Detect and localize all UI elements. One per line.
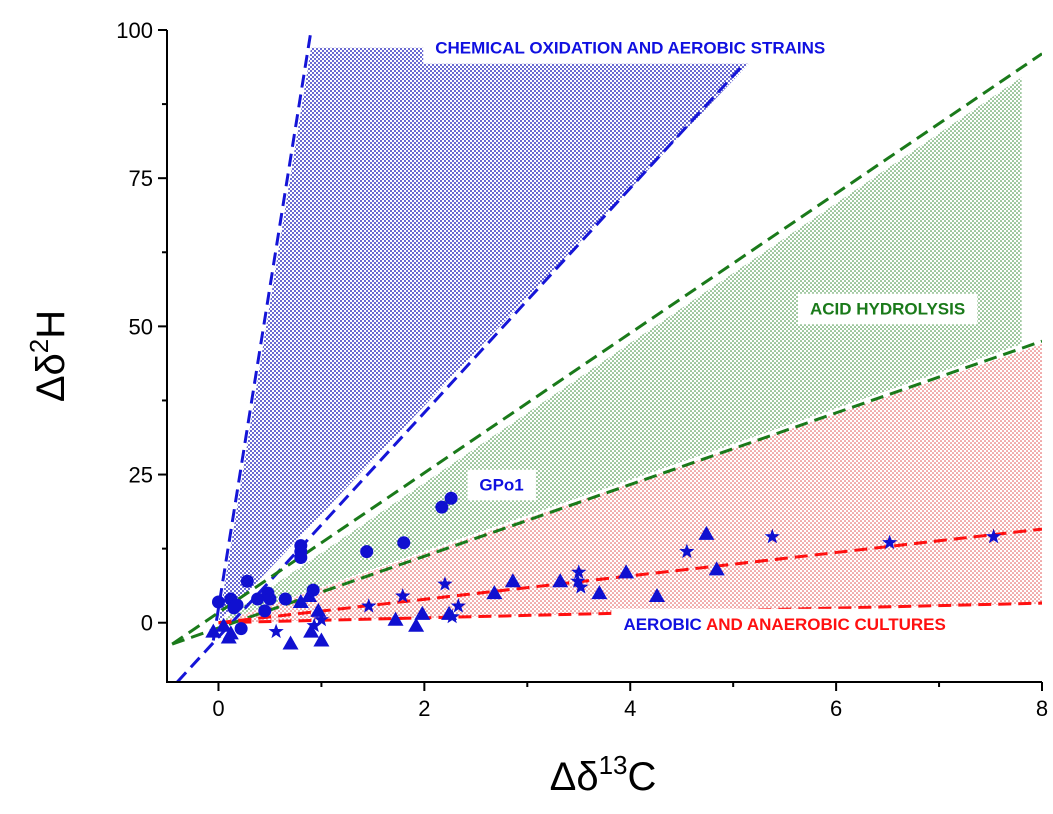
y-tick-label: 75 — [129, 166, 153, 191]
circle-point — [444, 491, 458, 505]
x-tick-label: 8 — [1036, 696, 1048, 721]
star-point — [395, 588, 411, 603]
star-point — [986, 528, 1002, 544]
shaded-regions — [218, 47, 1042, 623]
y-axis-title: Δδ2H — [24, 310, 73, 402]
triangle-point — [292, 593, 309, 608]
triangle-point — [698, 525, 715, 540]
label-cultures-part-0: AEROBIC — [623, 615, 706, 634]
circle-point — [258, 604, 272, 618]
x-axis-title: Δδ13C — [550, 750, 657, 799]
label-cultures-part-1: AND ANAEROBIC CULTURES — [706, 615, 946, 634]
label-acid-hydrolysis-background — [797, 293, 978, 325]
triangle-point — [486, 585, 503, 600]
blue-line-outer — [211, 30, 313, 641]
star-point — [361, 598, 377, 613]
triangle-point — [222, 625, 239, 640]
triangle-point — [708, 561, 725, 576]
star-point — [882, 534, 898, 550]
label-acid-hydrolysis: ACID HYDROLYSIS — [797, 293, 978, 325]
x-tick-label: 2 — [418, 696, 430, 721]
star-point — [573, 579, 589, 594]
triangle-point — [414, 605, 431, 620]
star-point — [313, 611, 330, 627]
label-acid-hydrolysis-text: ACID HYDROLYSIS — [810, 300, 965, 319]
star-point — [570, 573, 586, 588]
circle-point — [397, 536, 411, 550]
triangle-point — [552, 573, 569, 588]
circle-point — [360, 545, 374, 559]
triangle-point — [205, 623, 222, 638]
triangle-point — [215, 617, 232, 632]
circle-point — [240, 574, 254, 588]
annotations: CHEMICAL OXIDATION AND AEROBIC STRAINS AC… — [423, 32, 978, 640]
circle-point — [263, 592, 277, 606]
circle-point — [211, 595, 225, 609]
label-chemical-oxidation-text: CHEMICAL OXIDATION AND AEROBIC STRAINS — [435, 39, 825, 58]
circle-point — [234, 622, 248, 636]
green-line-upper — [171, 52, 1042, 646]
label-cultures-text: AEROBIC AND ANAEROBIC CULTURES — [623, 615, 945, 634]
x-tick-label: 6 — [830, 696, 842, 721]
green-line-lower — [171, 339, 1042, 646]
region-acid-hydrolysis — [218, 77, 1022, 623]
label-cultures: AEROBIC AND ANAEROBIC CULTURES — [611, 608, 958, 640]
triangle-point — [408, 617, 425, 632]
star-point — [306, 617, 322, 633]
red-line-upper — [218, 527, 1042, 625]
triangle-point — [282, 635, 299, 650]
label-gpo1-background — [467, 469, 536, 501]
circle-point — [278, 592, 292, 606]
circle-point — [294, 551, 308, 565]
triangle-point — [301, 588, 318, 603]
star-point — [679, 543, 695, 559]
label-chemical-oxidation-part-0: CHEMICAL OXIDATION AND AEROBIC STRAINS — [435, 39, 825, 58]
axes: 0 25 50 75 100 0 2 4 6 8 — [116, 18, 1048, 721]
data-points — [205, 491, 1002, 650]
star-point — [450, 598, 466, 613]
triangle-point — [387, 611, 404, 626]
label-gpo1-text: GPo1 — [479, 476, 523, 495]
y-tick-label: 0 — [141, 611, 153, 636]
label-cultures-background — [611, 608, 958, 640]
star-point — [268, 623, 284, 639]
triangle-point — [313, 632, 330, 647]
triangle-point — [591, 585, 608, 600]
star-point — [764, 528, 780, 544]
circle-point — [230, 598, 244, 612]
triangle-point — [618, 564, 635, 579]
circle-point — [435, 500, 449, 514]
y-tick-label: 100 — [116, 18, 153, 43]
star-point — [571, 564, 587, 579]
y-tick-label: 25 — [129, 463, 153, 488]
star-point — [437, 576, 453, 591]
x-tick-label: 0 — [212, 696, 224, 721]
triangle-point — [504, 573, 521, 588]
label-acid-hydrolysis-part-0: ACID HYDROLYSIS — [810, 300, 965, 319]
label-gpo1-part-0: GPo1 — [479, 476, 523, 495]
triangle-point — [649, 588, 665, 603]
circle-point — [251, 592, 265, 606]
label-chemical-oxidation: CHEMICAL OXIDATION AND AEROBIC STRAINS — [423, 32, 838, 64]
triangle-point — [310, 602, 327, 617]
x-tick-label: 4 — [624, 696, 636, 721]
label-gpo1: GPo1 — [467, 469, 536, 501]
y-tick-label: 50 — [129, 314, 153, 339]
star-point — [444, 608, 460, 624]
label-chemical-oxidation-background — [423, 32, 838, 64]
